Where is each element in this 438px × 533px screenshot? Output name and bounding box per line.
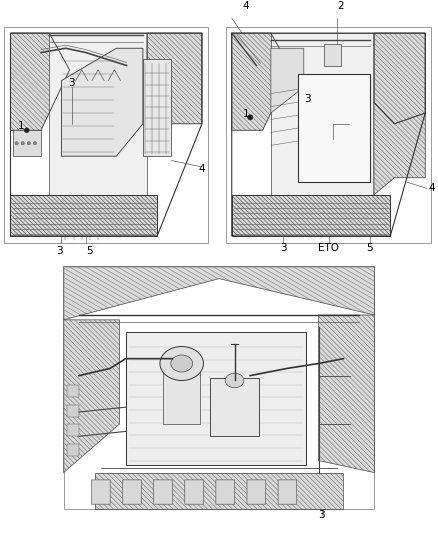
Polygon shape [374, 102, 425, 195]
Text: 4: 4 [428, 183, 435, 193]
Text: ETO: ETO [318, 243, 339, 253]
Ellipse shape [171, 355, 193, 372]
Bar [64, 266, 374, 509]
Polygon shape [64, 320, 120, 473]
Polygon shape [374, 33, 425, 124]
Bar [143, 59, 171, 156]
FancyBboxPatch shape [247, 480, 266, 504]
Polygon shape [147, 33, 202, 124]
Bar [67, 443, 79, 456]
Text: 4: 4 [243, 2, 250, 11]
Polygon shape [318, 315, 374, 473]
Bar [67, 405, 79, 417]
Polygon shape [64, 266, 374, 320]
Polygon shape [232, 33, 291, 130]
Text: 5: 5 [366, 243, 373, 253]
Bar [271, 33, 374, 195]
Circle shape [15, 142, 18, 145]
FancyBboxPatch shape [216, 480, 235, 504]
Text: 1: 1 [243, 109, 250, 119]
FancyBboxPatch shape [123, 480, 141, 504]
Bar [49, 33, 147, 195]
Bar [13, 130, 41, 156]
Bar [4, 27, 208, 243]
Bar [67, 385, 79, 398]
Text: 1: 1 [18, 121, 24, 131]
Ellipse shape [225, 373, 244, 388]
Bar [325, 44, 341, 66]
FancyBboxPatch shape [154, 480, 173, 504]
Text: 2: 2 [338, 2, 344, 11]
Text: 3: 3 [56, 246, 63, 255]
Bar [163, 361, 200, 424]
Text: 3: 3 [280, 243, 286, 253]
Bar [67, 424, 79, 436]
Text: 3: 3 [304, 94, 311, 104]
Polygon shape [95, 473, 343, 509]
Circle shape [25, 128, 29, 133]
FancyBboxPatch shape [297, 74, 370, 182]
Circle shape [21, 142, 25, 145]
Text: 3: 3 [318, 510, 325, 520]
Polygon shape [61, 48, 143, 156]
FancyBboxPatch shape [185, 480, 204, 504]
Polygon shape [11, 33, 70, 130]
Circle shape [27, 142, 31, 145]
FancyBboxPatch shape [92, 480, 110, 504]
Bar [226, 27, 431, 243]
Text: 5: 5 [87, 246, 93, 255]
FancyBboxPatch shape [278, 480, 297, 504]
Polygon shape [11, 195, 157, 236]
Ellipse shape [160, 346, 203, 381]
Circle shape [33, 142, 36, 145]
Circle shape [247, 115, 253, 120]
Text: 4: 4 [198, 164, 205, 174]
Bar [126, 332, 306, 465]
Bar [210, 378, 259, 436]
Polygon shape [232, 195, 390, 236]
Polygon shape [271, 48, 304, 113]
Text: 3: 3 [68, 78, 75, 88]
